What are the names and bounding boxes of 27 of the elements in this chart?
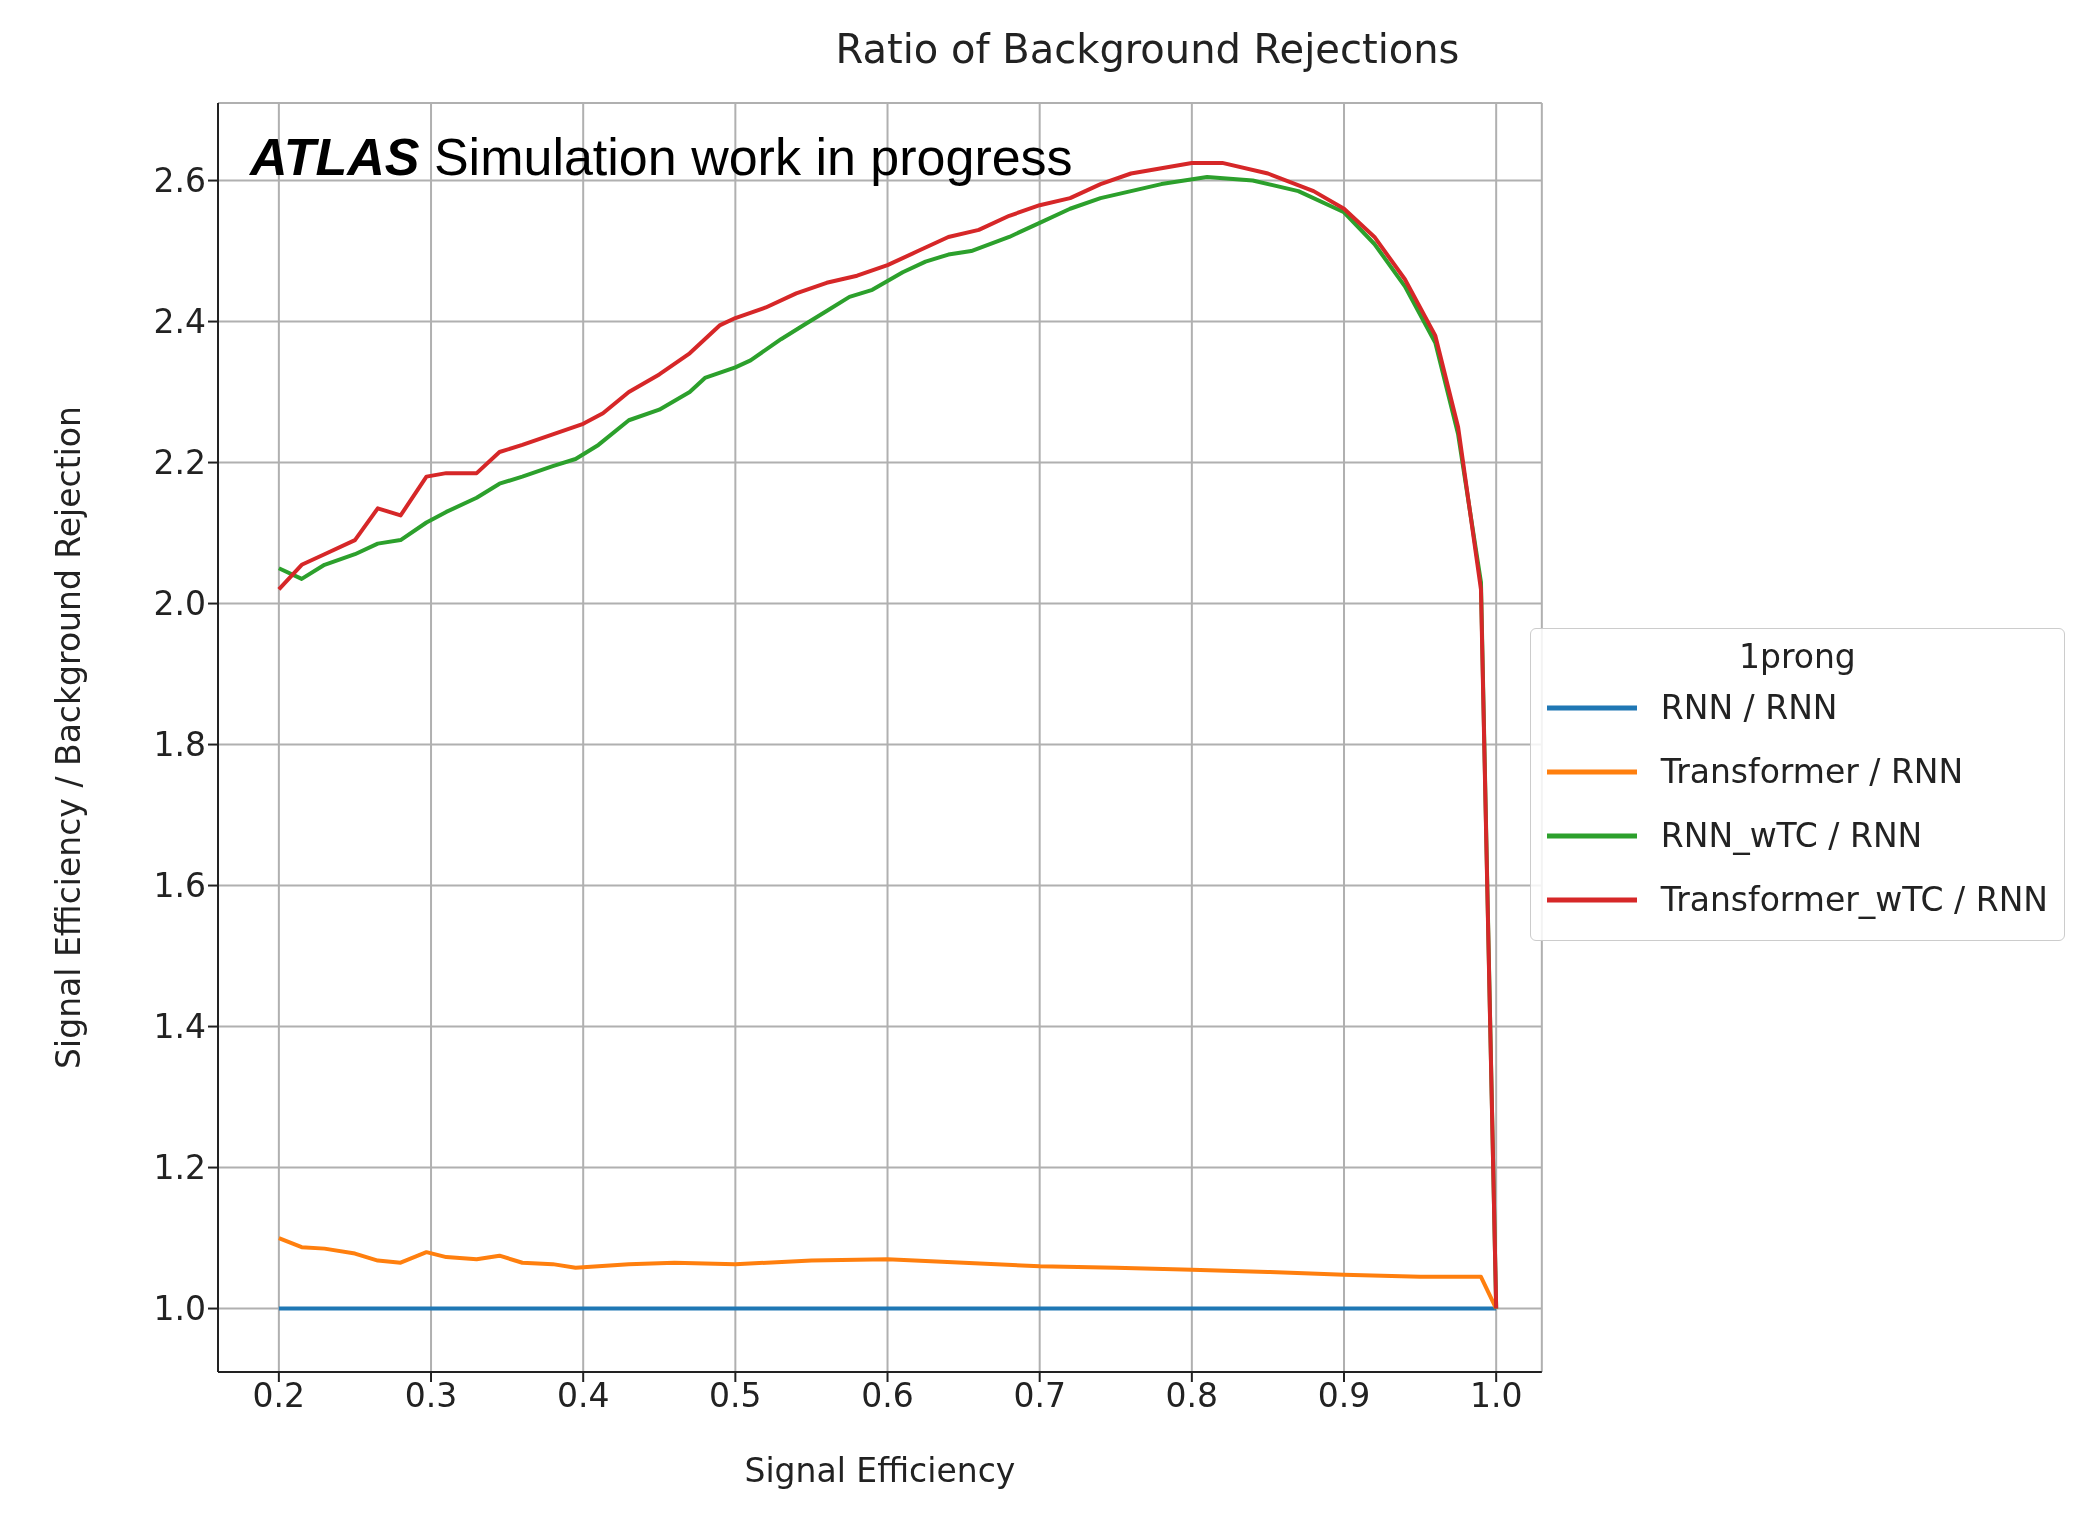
x-tick-label: 0.4 — [556, 1376, 610, 1416]
x-tick-label: 0.8 — [1165, 1376, 1219, 1416]
x-tick-label: 0.7 — [1013, 1376, 1066, 1416]
y-tick-label: 2.2 — [153, 443, 206, 483]
legend-label: RNN_wTC / RNN — [1660, 815, 1923, 857]
x-axis-title: Signal Efficiency — [744, 1451, 1016, 1490]
x-tick-label: 0.9 — [1317, 1376, 1371, 1416]
x-tick-label: 0.3 — [404, 1376, 458, 1416]
y-tick-label: 1.8 — [153, 725, 206, 765]
y-tick-label: 2.0 — [153, 584, 206, 624]
y-tick-label: 1.4 — [153, 1007, 206, 1047]
legend-label: Transformer_wTC / RNN — [1660, 879, 2048, 921]
x-tick-label: 0.5 — [709, 1376, 762, 1416]
y-tick-label: 1.6 — [153, 866, 206, 906]
y-tick-label: 2.6 — [153, 161, 206, 201]
annotation: ATLAS Simulation work in progress — [248, 128, 1073, 186]
x-tick-label: 1.0 — [1469, 1376, 1523, 1416]
y-axis-title: Signal Efficiency / Background Rejection — [48, 406, 88, 1069]
y-tick-label: 1.2 — [153, 1148, 206, 1188]
y-tick-label: 2.4 — [153, 302, 206, 342]
x-tick-label: 0.2 — [252, 1376, 306, 1416]
x-tick-label: 0.6 — [861, 1376, 914, 1416]
legend-label: RNN / RNN — [1660, 687, 1838, 729]
chart-title: Ratio of Background Rejections — [835, 26, 1460, 72]
y-tick-label: 1.0 — [153, 1289, 206, 1329]
legend-title: 1prong — [1738, 637, 1857, 676]
legend-label: Transformer / RNN — [1660, 751, 1964, 793]
